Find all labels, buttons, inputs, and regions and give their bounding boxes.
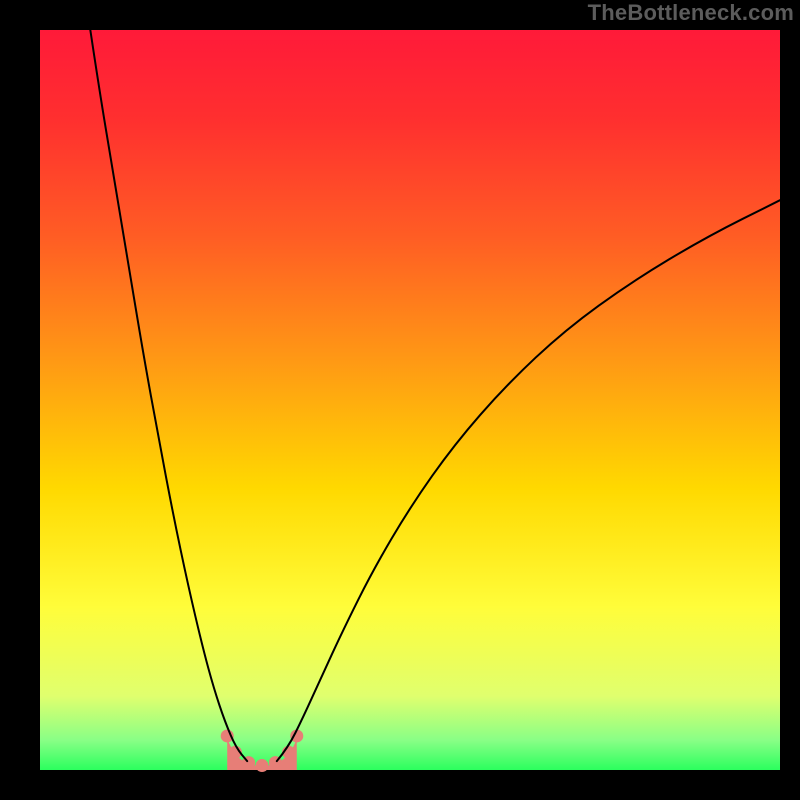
bottleneck-chart: TheBottleneck.com [0,0,800,800]
chart-svg [0,0,800,800]
trough-marker [256,760,268,772]
